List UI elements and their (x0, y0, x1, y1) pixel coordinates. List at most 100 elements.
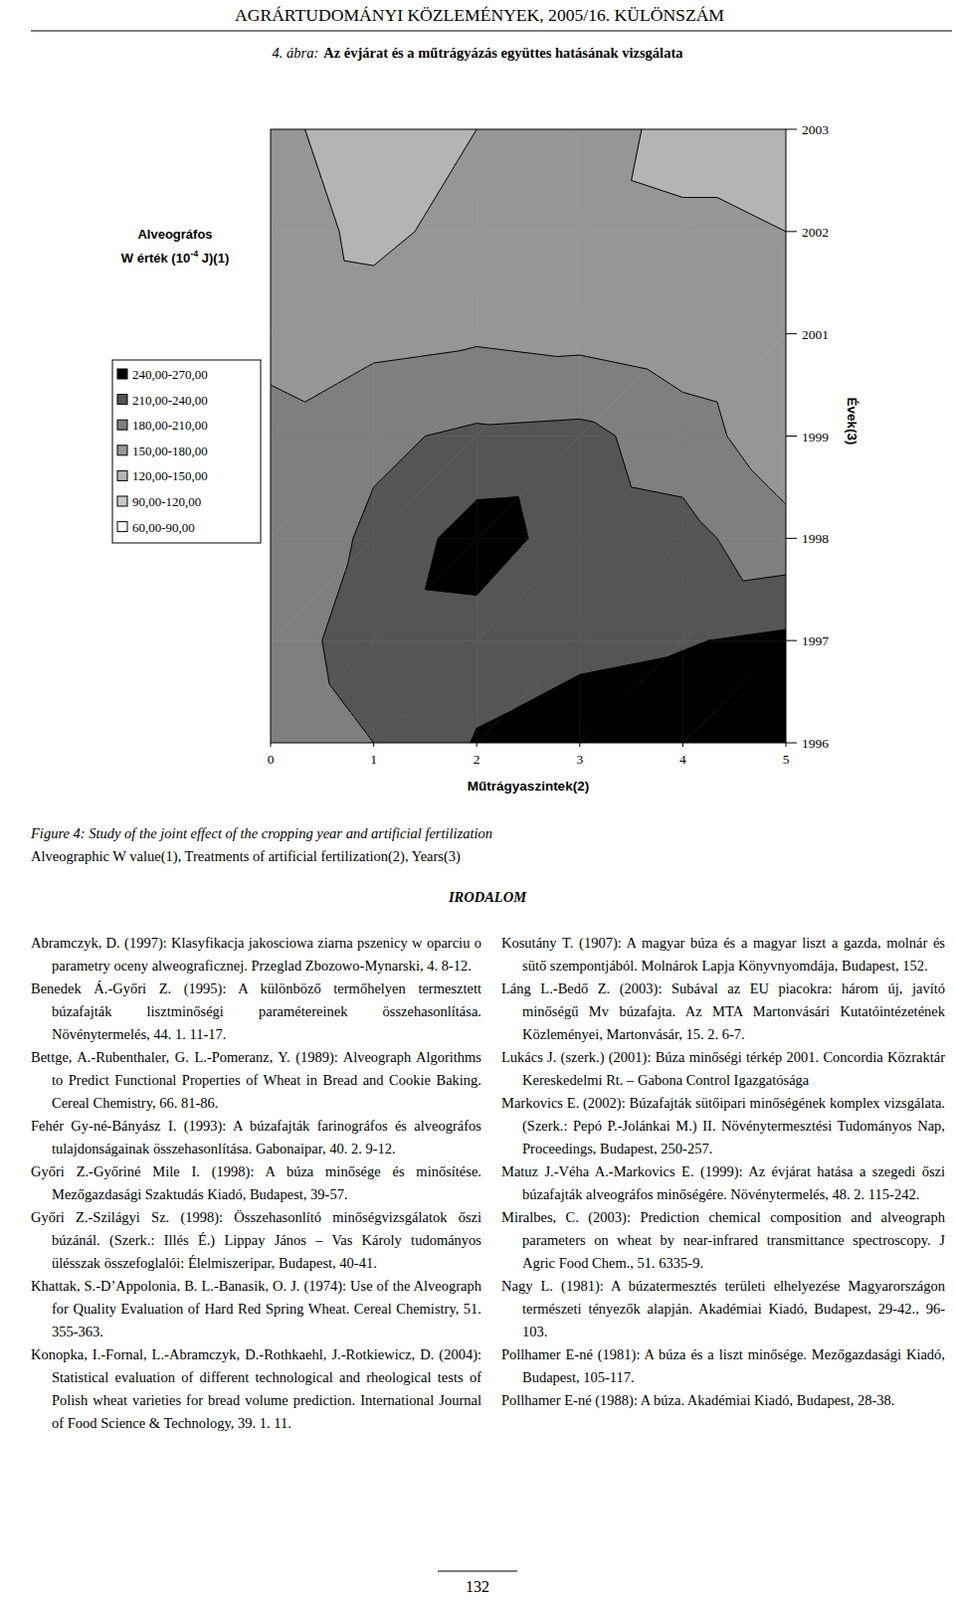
contour-area (270, 129, 786, 744)
contour-band-piece (579, 650, 684, 744)
contour-line (329, 684, 374, 744)
contour-line (348, 538, 354, 565)
contour-line (459, 347, 477, 352)
contour-band-piece (708, 629, 786, 641)
contour-line (506, 674, 580, 714)
contour-band-piece (270, 436, 375, 540)
contour-line (322, 564, 349, 641)
legend-swatch (117, 394, 128, 405)
contour-line (344, 260, 375, 266)
contour-band-piece (682, 129, 786, 198)
x-tick (682, 743, 684, 748)
contour-band-piece (374, 351, 460, 437)
contour-line (579, 418, 594, 422)
y-tick-label: 2002 (801, 224, 829, 240)
y-tick (785, 743, 797, 745)
legend-unit-suffix: J)(1) (197, 250, 229, 266)
figure-title-text: Az évjárat és a műtrágyázás együttes hat… (323, 44, 684, 61)
contour-line (305, 129, 323, 181)
contour-line (717, 538, 744, 581)
x-tick-label: 0 (267, 752, 275, 767)
contour-line (708, 629, 786, 641)
contour-band-piece (579, 355, 648, 422)
contour-line (743, 574, 786, 581)
legend-swatch (117, 496, 128, 507)
reference-entry: Lukács J. (szerk.) (2001): Búza minőségi… (501, 1046, 946, 1093)
reference-entry: Konopka, I.-Fornal, L.-Abramczyk, D.-Rot… (30, 1343, 482, 1436)
y-tick (785, 538, 797, 540)
y-tick-label: 2003 (801, 122, 829, 138)
contour-line (727, 436, 753, 471)
y-tick-label: 1999 (801, 429, 829, 445)
contour-line (322, 180, 340, 231)
legend-swatch (117, 419, 128, 430)
y-tick (785, 230, 797, 232)
reference-entry: Abramczyk, D. (1997): Klasyfikacja jakos… (30, 932, 482, 978)
reference-entry: Matuz J.-Véha A.-Markovics E. (1999): Az… (501, 1160, 946, 1207)
contour-line (424, 538, 438, 589)
x-tick-label: 5 (782, 752, 790, 767)
contour-band-piece (270, 436, 375, 540)
contour-band-piece (682, 334, 786, 403)
contour-line (682, 640, 709, 651)
contour-band-piece (682, 640, 786, 744)
contour-line (717, 197, 786, 232)
legend-label: 180,00-210,00 (132, 417, 208, 433)
contour-line (557, 355, 580, 357)
y-tick-label: 1996 (801, 736, 829, 752)
contour-band-piece (374, 231, 478, 335)
legend-unit: W érték (10-4 J)(1) (121, 248, 229, 266)
contour-band-piece (579, 657, 666, 744)
contour-line (579, 657, 666, 675)
contour-band-piece (270, 231, 345, 335)
legend-unit-exponent: -4 (190, 248, 198, 259)
reference-column: Abramczyk, D. (1997): Klasyfikacja jakos… (30, 932, 482, 1436)
legend-swatch (117, 522, 128, 533)
contour-band-piece (437, 500, 477, 540)
contour-line (437, 500, 477, 540)
contour-band-piece (476, 497, 529, 540)
y-tick (785, 435, 797, 437)
contour-band-piece (682, 497, 700, 539)
contour-band-piece (348, 538, 375, 565)
contour-line (631, 487, 684, 498)
contour-line (476, 347, 558, 358)
legend-label: 90,00-120,00 (132, 494, 201, 510)
legend-swatch (117, 470, 128, 481)
contour-band-piece (374, 436, 478, 540)
references-title: IRODALOM (387, 886, 587, 910)
reference-entry: Pollhamer E-né (1981): A búza és a liszt… (501, 1343, 946, 1390)
contour-line (615, 436, 632, 488)
contour-line (518, 497, 529, 540)
x-tick (476, 743, 478, 748)
contour-band-piece (682, 197, 718, 232)
legend-title: Alveográfos (137, 226, 212, 242)
reference-entry: Benedek Á.-Győri Z. (1995): A különböző … (30, 977, 482, 1047)
contour-band-piece (476, 674, 580, 744)
contour-line (682, 196, 718, 198)
contour-band-piece (682, 538, 743, 641)
contour-band-piece (374, 436, 478, 540)
contour-line (374, 231, 415, 266)
contour-line (751, 470, 786, 505)
contour-band-piece (322, 640, 375, 685)
header-rule (30, 30, 953, 32)
contour-line (322, 640, 330, 685)
x-axis-title: Műtrágyaszintek(2) (467, 778, 589, 794)
y-tick-label: 1998 (801, 531, 829, 547)
legend-label: 60,00-90,00 (132, 520, 195, 536)
contour-band-piece (339, 231, 375, 261)
y-tick-label: 1997 (801, 633, 829, 649)
contour-band-piece (682, 436, 752, 523)
contour-band-piece (270, 640, 330, 744)
running-header: AGRÁRTUDOMÁNYI KÖZLEMÉNYEK, 2005/16. KÜL… (234, 5, 725, 24)
x-tick (578, 743, 580, 748)
x-tick-label: 4 (679, 752, 687, 767)
contour-band-piece (579, 418, 594, 436)
contour-line (647, 369, 684, 392)
contour-line (682, 391, 718, 402)
contour-band-piece (374, 231, 478, 335)
contour-line (476, 423, 489, 425)
contour-band-piece (424, 538, 477, 589)
caption-english: Figure 4: Study of the joint effect of t… (30, 822, 493, 846)
